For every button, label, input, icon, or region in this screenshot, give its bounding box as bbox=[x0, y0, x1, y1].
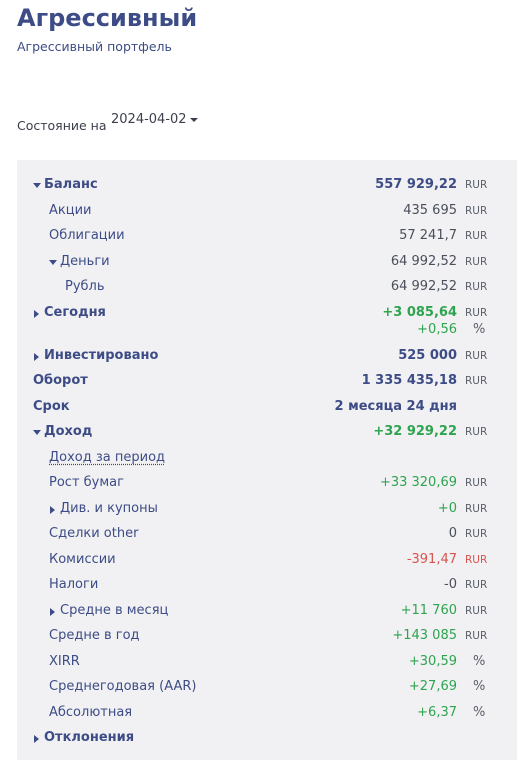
row-label[interactable]: Отклонения bbox=[44, 730, 135, 745]
caret[interactable] bbox=[34, 735, 39, 743]
row-value: 557 929,22 bbox=[375, 177, 457, 192]
row-label[interactable]: Сегодня bbox=[44, 304, 106, 320]
row-label: Средне в год bbox=[49, 628, 140, 643]
caret[interactable] bbox=[49, 259, 57, 265]
row-label[interactable]: Баланс bbox=[44, 177, 98, 192]
caret[interactable] bbox=[50, 505, 55, 514]
row-value: +33 320,69 bbox=[379, 475, 457, 490]
summary-panel: Баланс 557 929,22 RUR Акции 435 695 RUR Облига… bbox=[17, 160, 517, 760]
row-unit: RUR bbox=[465, 502, 488, 515]
row-value: 57 241,7 bbox=[399, 228, 457, 243]
row-label: Облигации bbox=[49, 228, 125, 243]
row-unit: RUR bbox=[465, 375, 488, 387]
row-label[interactable]: Деньги bbox=[60, 253, 110, 269]
row-unit: RUR bbox=[465, 230, 488, 242]
row-label[interactable]: Средне в месяц bbox=[60, 602, 169, 618]
row-value: +0,56 bbox=[417, 321, 457, 337]
row-unit: RUR bbox=[465, 579, 488, 591]
row-unit: RUR bbox=[465, 306, 488, 319]
row-label: Срок bbox=[33, 398, 70, 414]
state-label: Состояние на bbox=[17, 118, 107, 133]
row-value: +6,37 bbox=[417, 704, 457, 720]
row-unit: RUR bbox=[465, 349, 488, 362]
row-label: Комиссии bbox=[49, 551, 116, 567]
row-value: +143 085 bbox=[392, 628, 457, 643]
caret[interactable] bbox=[33, 430, 41, 435]
row-unit: RUR bbox=[465, 553, 488, 566]
row-unit: % bbox=[473, 679, 486, 694]
caret[interactable] bbox=[34, 352, 39, 361]
caret[interactable] bbox=[50, 607, 55, 616]
row-value: +32 929,22 bbox=[373, 424, 457, 439]
subtitle: Агрессивный портфель bbox=[17, 39, 172, 54]
row-value: 435 695 bbox=[403, 202, 457, 218]
row-label: Среднегодовая (AAR) bbox=[49, 679, 197, 694]
row-value: 525 000 bbox=[398, 347, 457, 363]
row-label: Акции bbox=[49, 202, 92, 218]
row-value: +30,59 bbox=[408, 653, 457, 669]
row-label[interactable]: Доход за период bbox=[49, 449, 166, 465]
row-value: +3 085,64 bbox=[382, 304, 457, 320]
row-label: Рубль bbox=[65, 279, 105, 294]
row-unit: % bbox=[473, 653, 486, 669]
row-value: +27,69 bbox=[408, 679, 457, 694]
row-label: Сделки other bbox=[49, 526, 139, 541]
row-value: 0 bbox=[448, 526, 457, 541]
row-unit: % bbox=[473, 321, 486, 337]
row-unit: RUR bbox=[465, 204, 488, 217]
row-unit: RUR bbox=[465, 255, 488, 268]
row-label: Рост бумаг bbox=[49, 475, 124, 490]
row-unit: % bbox=[473, 704, 486, 720]
row-value: -0 bbox=[444, 577, 457, 592]
row-label[interactable]: Див. и купоны bbox=[60, 500, 158, 516]
row-label: Абсолютная bbox=[49, 704, 133, 720]
title: Агрессивный bbox=[17, 4, 198, 32]
row-label: Оборот bbox=[33, 373, 88, 388]
row-label: Налоги bbox=[49, 577, 99, 592]
row-unit: RUR bbox=[465, 477, 488, 489]
row-value: +11 760 bbox=[400, 602, 457, 618]
caret[interactable] bbox=[34, 309, 39, 318]
row-unit: RUR bbox=[465, 179, 488, 191]
row-value: 64 992,52 bbox=[390, 253, 457, 269]
row-unit: RUR bbox=[465, 630, 488, 642]
caret[interactable] bbox=[33, 183, 41, 188]
row-unit: RUR bbox=[465, 604, 488, 617]
row-value: 64 992,52 bbox=[390, 279, 457, 294]
row-value: +0 bbox=[437, 500, 457, 516]
row-unit: RUR bbox=[465, 528, 488, 540]
date-picker[interactable]: 2024-04-02 bbox=[111, 112, 198, 127]
row-value: -391,47 bbox=[406, 551, 457, 567]
row-value: 1 335 435,18 bbox=[361, 373, 457, 388]
row-label[interactable]: Доход bbox=[44, 424, 93, 439]
row-unit: RUR bbox=[465, 281, 488, 293]
row-unit: RUR bbox=[465, 426, 488, 438]
row-label[interactable]: Инвестировано bbox=[44, 347, 159, 363]
row-value: 2 месяца 24 дня bbox=[334, 398, 457, 414]
row-label: XIRR bbox=[49, 653, 80, 669]
